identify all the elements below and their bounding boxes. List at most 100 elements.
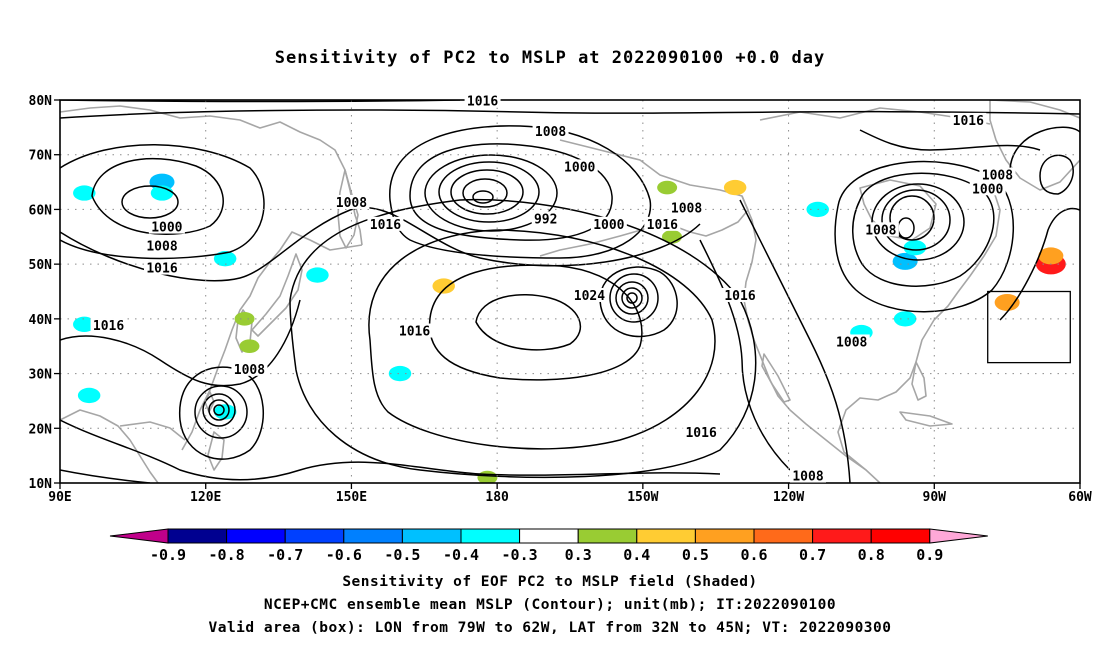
contour-label: 1008 xyxy=(146,240,177,255)
negative-sensitivity-patch xyxy=(388,365,412,382)
contour-label-bg xyxy=(333,194,370,209)
contour-label: 1008 xyxy=(836,335,867,350)
contour-label-bg xyxy=(144,238,180,253)
contour-label-bg xyxy=(561,159,598,174)
contour-label: 1008 xyxy=(982,169,1013,184)
contour-1012-pac xyxy=(289,198,757,479)
colorbar-label: 0.4 xyxy=(623,546,650,564)
coastlines xyxy=(60,100,1080,483)
china-south xyxy=(119,421,186,441)
lon-tick-label: 150E xyxy=(336,490,367,505)
contour-label-bg xyxy=(790,468,826,483)
lon-tick-label: 90E xyxy=(48,490,71,505)
colorbar-swatch xyxy=(577,528,638,544)
colorbar-low-extend xyxy=(109,528,169,544)
colorbar-label: 0.9 xyxy=(916,546,943,564)
caption-line-1: Sensitivity of EOF PC2 to MSLP field (Sh… xyxy=(342,574,758,590)
typhoon-2 xyxy=(208,399,230,421)
lat-tick-label: 70N xyxy=(29,149,53,164)
contour-1012-na xyxy=(739,199,851,483)
hudson-low-5 xyxy=(852,172,995,287)
figure-title: Sensitivity of PC2 to MSLP at 2022090100… xyxy=(274,48,826,68)
lat-tick-label: 80N xyxy=(29,94,53,109)
contour-label: 1016 xyxy=(146,262,177,277)
colorbar-swatch xyxy=(284,528,345,544)
colorbar-swatch xyxy=(343,528,403,544)
colorbar-swatch xyxy=(870,528,931,544)
contour-1012-sub xyxy=(60,419,721,481)
colorbar-label: -0.6 xyxy=(326,546,362,564)
colorbar-swatch xyxy=(519,528,579,544)
japan xyxy=(251,253,303,337)
hudson-low-2 xyxy=(889,195,935,241)
colorbar-label: 0.8 xyxy=(858,546,885,564)
contour-label: 1000 xyxy=(972,182,1003,197)
contour-1004 xyxy=(409,143,613,241)
contour-1024 xyxy=(475,293,581,351)
positive-sensitivity-patch xyxy=(432,278,455,294)
colorbar-label: -0.8 xyxy=(209,546,245,564)
positive-sensitivity-patch xyxy=(723,179,747,196)
contour-label-bg xyxy=(571,287,608,302)
negative-sensitivity-patch xyxy=(306,267,329,283)
colorbar-label: 0.5 xyxy=(682,546,709,564)
lon-tick-label: 90W xyxy=(923,490,947,505)
negative-sensitivity-patch xyxy=(77,387,101,404)
hudson-low-4 xyxy=(871,183,965,261)
contour-1008 xyxy=(389,125,652,259)
positive-sensitivity-patch xyxy=(239,339,260,354)
contour-label: 1008 xyxy=(865,223,896,238)
positive-sensitivity-patch xyxy=(234,312,255,326)
negative-sensitivity-patch xyxy=(73,185,96,201)
caption-line-3: Valid area (box): LON from 79W to 62W, L… xyxy=(208,620,892,636)
se-asia xyxy=(60,409,159,483)
nep-low-5 xyxy=(599,266,678,338)
positive-sensitivity-patch xyxy=(1094,142,1100,156)
contour-label-bg xyxy=(532,123,569,138)
negative-sensitivity-patch xyxy=(893,311,917,327)
positive-sensitivity-patch xyxy=(994,293,1020,311)
contour-label-bg xyxy=(644,216,681,231)
contour-1008-na xyxy=(699,239,791,471)
contour-label-bg xyxy=(668,200,705,215)
axis-ticks xyxy=(54,99,1081,489)
positive-sensitivity-patch xyxy=(1038,247,1064,265)
colorbar-swatch xyxy=(226,528,286,544)
colorbar-swatch xyxy=(812,528,872,544)
lon-tick-label: 60W xyxy=(1068,490,1092,505)
contour-label-bg xyxy=(590,216,627,231)
axis-tick-labels: 90E 120E 150E 180 150W 120W 90W 60W 10N 20N 30N 40N… xyxy=(29,94,1092,505)
contour-label: 1024 xyxy=(574,289,605,304)
contour-label-bg xyxy=(969,181,1006,196)
atlantic-high-1 xyxy=(1039,154,1074,195)
contour-label-bg xyxy=(950,112,987,127)
colorbar: -0.9 -0.8 -0.7 -0.6 -0.5 -0.4 -0.3 0.3 0.4 0.5 0.6… xyxy=(109,528,988,564)
contour-label-bg xyxy=(464,93,501,108)
contour-label: 1016 xyxy=(93,319,124,334)
contour-label-bg xyxy=(148,219,185,234)
caption-line-2: NCEP+CMC ensemble mean MSLP (Contour); u… xyxy=(263,597,837,613)
lat-tick-label: 10N xyxy=(29,477,53,492)
contour-label: 1000 xyxy=(564,160,595,175)
aleutians xyxy=(539,227,649,257)
greenland xyxy=(989,100,1080,191)
contour-label-bg xyxy=(144,260,180,275)
colorbar-swatch xyxy=(401,528,462,544)
colorbar-label: 0.7 xyxy=(799,546,826,564)
hudson-low-1 xyxy=(897,217,915,239)
contour-1012-north xyxy=(60,109,1080,119)
typhoon-3 xyxy=(202,393,236,427)
colorbar-swatch xyxy=(694,528,755,544)
negative-sensitivity-patch xyxy=(903,240,927,256)
negative-sensitivity-patch xyxy=(73,316,96,332)
hudson-bay xyxy=(859,179,937,241)
contour-label: 1008 xyxy=(671,201,702,216)
colorbar-label: -0.7 xyxy=(267,546,303,564)
atlantic-high-3 xyxy=(999,207,1080,321)
contour-1016-na xyxy=(859,129,1041,151)
contour-label-bg xyxy=(231,361,268,376)
atlantic-high-2 xyxy=(1009,126,1080,171)
contour-label: 1008 xyxy=(336,196,367,211)
